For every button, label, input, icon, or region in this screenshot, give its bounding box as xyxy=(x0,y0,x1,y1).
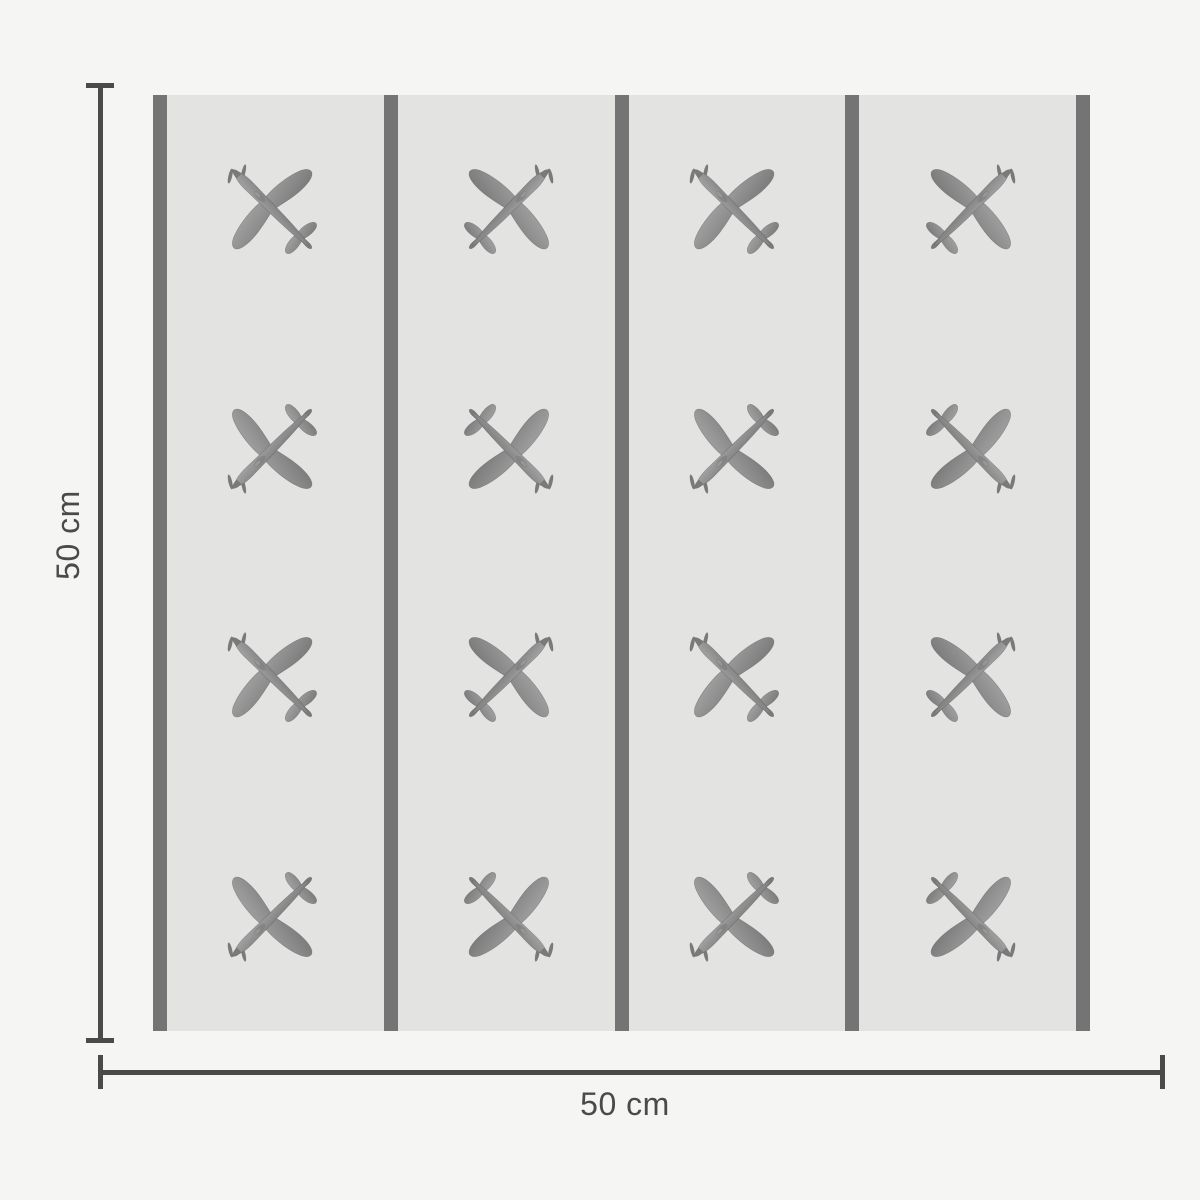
height-label: 50 cm xyxy=(50,490,86,580)
width-dimension-right-cap xyxy=(1160,1055,1165,1089)
airplane-icon xyxy=(892,596,1051,756)
airplane-icon xyxy=(653,370,813,530)
airplane-icon xyxy=(192,596,351,756)
stripe xyxy=(614,95,629,1031)
airplane-icon xyxy=(430,838,590,998)
width-dimension-left-cap xyxy=(98,1055,103,1089)
height-dimension-bottom-cap xyxy=(86,1038,114,1043)
airplane-icon xyxy=(892,838,1051,998)
wallpaper-swatch xyxy=(153,95,1090,1031)
stripe xyxy=(383,95,398,1031)
airplane-icon xyxy=(192,838,351,998)
stripe xyxy=(845,95,860,1031)
height-dimension-top-cap xyxy=(86,83,114,88)
airplane-icon xyxy=(653,838,813,998)
width-label: 50 cm xyxy=(580,1086,670,1122)
stripe xyxy=(1076,95,1090,1031)
airplane-icon xyxy=(653,596,813,756)
airplane-icon xyxy=(192,128,351,288)
stripe xyxy=(153,95,167,1031)
width-dimension-line xyxy=(100,1070,1163,1075)
airplane-icon xyxy=(192,370,351,530)
airplane-icon xyxy=(430,370,590,530)
airplane-icon xyxy=(430,128,590,288)
airplane-icon xyxy=(430,596,590,756)
airplane-icon xyxy=(653,128,813,288)
airplane-icon xyxy=(892,370,1051,530)
height-dimension-line xyxy=(98,85,103,1041)
airplane-icon xyxy=(892,128,1051,288)
